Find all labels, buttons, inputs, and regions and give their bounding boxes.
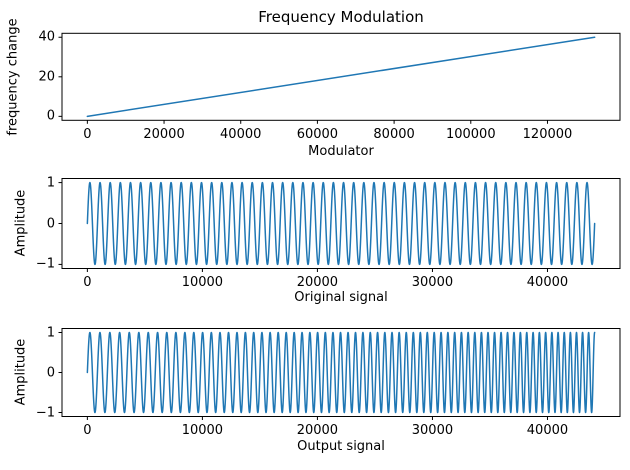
tick-label: 20000 [296, 275, 339, 290]
tick-label: 40000 [526, 275, 569, 290]
tick-label: 1 [46, 175, 55, 191]
tick-label: 0 [46, 365, 55, 380]
tick-label: 0 [83, 126, 92, 142]
tick-label: 100000 [445, 126, 496, 142]
ylabel-amplitude-output: Amplitude [13, 338, 29, 406]
tick-label: 0 [46, 108, 55, 124]
tick-label: −1 [35, 256, 55, 272]
tick-label: 40000 [220, 126, 262, 142]
tick-label: 30000 [411, 423, 454, 438]
ylabel-amplitude-original: Amplitude [13, 189, 29, 257]
tick-label: 40000 [526, 423, 569, 438]
tick-label: 0 [83, 423, 92, 438]
xlabel-output-signal: Output signal [297, 439, 385, 454]
xlabel-modulator: Modulator [308, 144, 374, 159]
tick-label: 10000 [181, 423, 224, 438]
tick-label: 120000 [522, 126, 573, 142]
tick-label: 10000 [181, 275, 224, 290]
tick-label: 20 [38, 69, 55, 85]
tick-label: 1 [46, 325, 55, 340]
tick-label: 20000 [143, 126, 185, 142]
tick-label: 30000 [411, 275, 454, 290]
tick-label: −1 [35, 405, 55, 420]
tick-label: 80000 [373, 126, 415, 142]
tick-label: 60000 [296, 126, 339, 142]
tick-label: 0 [83, 275, 92, 290]
tick-label: 0 [46, 216, 55, 231]
tick-label: 40 [38, 29, 55, 45]
chart-title: Frequency Modulation [258, 8, 424, 26]
xlabel-original-signal: Original signal [294, 290, 388, 305]
ylabel-frequency-change: frequency change [5, 18, 21, 136]
tick-label: 20000 [296, 423, 339, 438]
